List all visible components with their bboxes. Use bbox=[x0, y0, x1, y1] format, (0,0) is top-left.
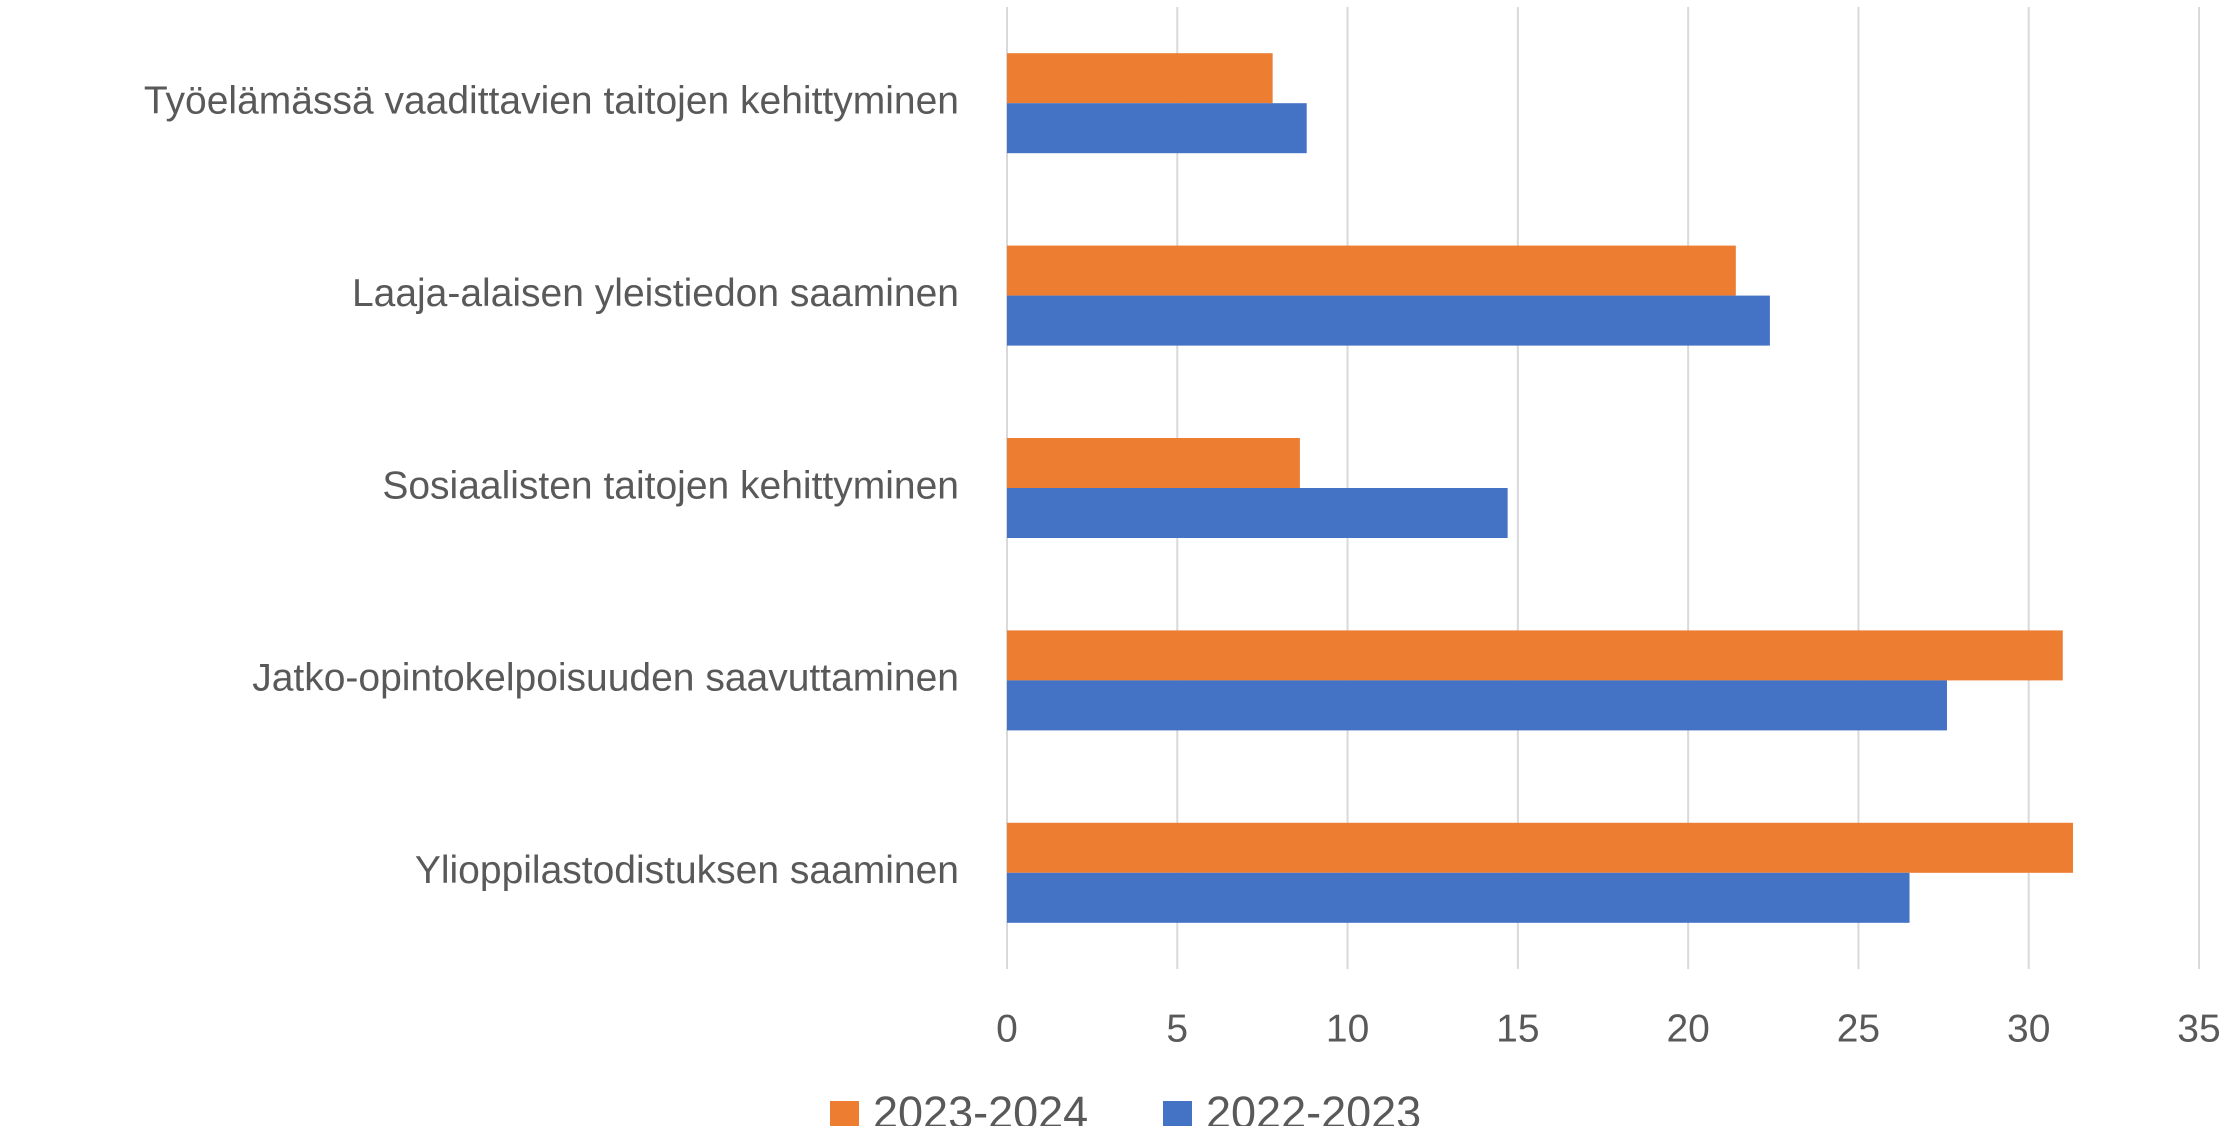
x-tick-label: 35 bbox=[2177, 1007, 2220, 1050]
bar bbox=[1007, 680, 1947, 731]
bar bbox=[1007, 245, 1736, 296]
bar bbox=[1007, 295, 1770, 346]
legend-swatch bbox=[830, 1101, 859, 1126]
legend-swatch bbox=[1163, 1101, 1192, 1126]
x-tick-label: 10 bbox=[1326, 1007, 1369, 1050]
bar bbox=[1007, 872, 1910, 923]
category-label: Laaja-alaisen yleistiedon saaminen bbox=[352, 272, 959, 315]
bar bbox=[1007, 488, 1508, 538]
bar bbox=[1007, 822, 2073, 873]
legend-label: 2023-2024 bbox=[873, 1087, 1088, 1126]
x-tick-label: 5 bbox=[1166, 1007, 1188, 1050]
x-tick-label: 25 bbox=[1837, 1007, 1880, 1050]
category-label: Ylioppilastodistuksen saaminen bbox=[415, 849, 959, 892]
bar bbox=[1007, 53, 1273, 104]
x-tick-label: 0 bbox=[996, 1007, 1018, 1050]
x-tick-label: 30 bbox=[2007, 1007, 2050, 1050]
bar bbox=[1007, 438, 1300, 488]
category-label: Työelämässä vaadittavien taitojen kehitt… bbox=[144, 79, 959, 122]
legend-label: 2022-2023 bbox=[1206, 1087, 1421, 1126]
bar bbox=[1007, 103, 1307, 154]
category-label: Sosiaalisten taitojen kehittyminen bbox=[382, 464, 959, 507]
bar bbox=[1007, 630, 2063, 681]
x-tick-label: 20 bbox=[1666, 1007, 1709, 1050]
category-label: Jatko-opintokelpoisuuden saavuttaminen bbox=[252, 657, 959, 700]
x-tick-label: 15 bbox=[1496, 1007, 1539, 1050]
